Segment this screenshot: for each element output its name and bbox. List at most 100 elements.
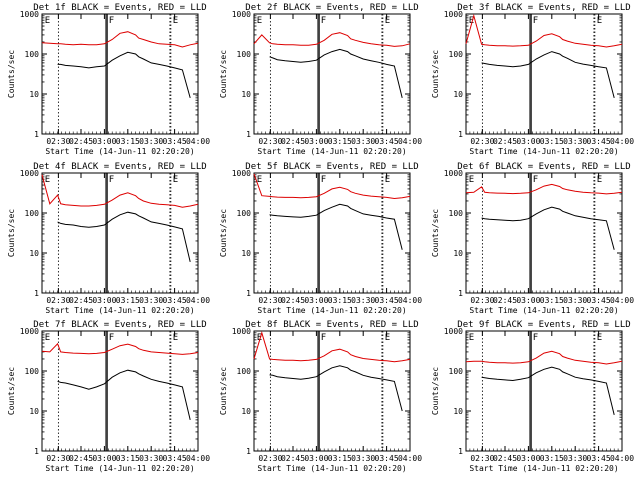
y-tick-label: 100 [237,367,252,376]
x-tick-label: 03:45 [163,296,187,305]
y-tick-label: 100 [25,367,40,376]
y-tick-label: 1 [34,130,39,139]
x-tick-label: 02:45 [281,137,305,146]
flag-label-e: E [597,175,602,185]
x-tick-label: 03:45 [375,137,399,146]
events-series-line [269,48,403,99]
flag-label-e: E [597,16,602,26]
events-series-line [269,203,403,250]
y-tick-label: 10 [453,407,463,416]
y-tick-label: 1000 [20,327,39,336]
x-axis-label: Start Time (14-Jun-11 02:20:20) [257,306,406,315]
flag-label-e: E [469,16,474,26]
lld-series-line [41,174,199,208]
x-tick-label: 03:15 [540,296,564,305]
y-axis-label: Counts/sec [7,209,16,257]
y-tick-label: 10 [29,249,39,258]
x-tick-label: 02:30 [258,454,282,463]
x-tick-label: 02:45 [281,454,305,463]
events-series-line [57,211,191,263]
x-tick-label: 02:45 [493,454,517,463]
x-tick-label: 04:00 [398,137,422,146]
x-tick-label: 03:00 [304,454,328,463]
y-tick-label: 1000 [444,327,463,336]
flag-label-f: F [321,175,326,185]
x-tick-label: 03:00 [304,296,328,305]
lld-series-line [253,173,411,200]
x-tick-label: 03:15 [540,454,564,463]
x-axis-label: Start Time (14-Jun-11 02:20:20) [469,147,618,156]
panel-title: Det 3f BLACK = Events, RED = LLD [457,3,630,13]
x-tick-label: 03:00 [516,137,540,146]
flag-label-f: F [321,16,326,26]
flag-label-f: F [533,16,538,26]
y-tick-label: 10 [241,407,251,416]
lld-series-line [41,342,199,355]
y-tick-label: 1 [34,289,39,298]
x-tick-label: 03:45 [587,454,611,463]
flag-label-f: F [533,333,538,343]
x-axis-label: Start Time (14-Jun-11 02:20:20) [45,147,194,156]
x-axis-label: Start Time (14-Jun-11 02:20:20) [257,464,406,473]
flag-label-e: E [385,16,390,26]
x-tick-label: 03:30 [139,137,163,146]
lld-series-line [253,32,411,47]
y-axis-label: Counts/sec [7,367,16,415]
y-tick-label: 1 [458,447,463,456]
y-tick-label: 1 [34,447,39,456]
flag-label-e: E [173,333,178,343]
x-tick-label: 03:30 [563,137,587,146]
x-axis-label: Start Time (14-Jun-11 02:20:20) [45,464,194,473]
y-axis-label: Counts/sec [219,367,228,415]
lld-series-line [465,13,623,48]
panel-title: Det 2f BLACK = Events, RED = LLD [245,3,418,13]
x-tick-label: 04:00 [398,296,422,305]
x-tick-label: 03:15 [540,137,564,146]
y-tick-label: 10 [29,90,39,99]
x-tick-label: 03:45 [587,137,611,146]
x-tick-label: 02:45 [69,137,93,146]
flag-label-e: E [173,16,178,26]
flag-label-f: F [321,333,326,343]
x-tick-label: 02:30 [46,296,70,305]
events-series-line [481,366,615,416]
events-series-line [481,206,615,250]
x-tick-label: 02:45 [69,454,93,463]
x-tick-label: 03:30 [351,296,375,305]
panel-title: Det 8f BLACK = Events, RED = LLD [245,320,418,330]
x-tick-label: 03:30 [351,137,375,146]
x-tick-label: 02:45 [281,296,305,305]
y-tick-label: 1000 [232,10,251,19]
x-tick-label: 03:15 [328,296,352,305]
plot-frame [41,13,199,135]
x-tick-label: 03:00 [516,454,540,463]
y-axis-label: Counts/sec [431,367,440,415]
x-tick-label: 03:00 [304,137,328,146]
x-tick-label: 03:15 [116,454,140,463]
lld-series-line [253,331,411,363]
plot-frame [465,172,623,294]
x-tick-label: 03:00 [92,454,116,463]
panel-title: Det 5f BLACK = Events, RED = LLD [245,162,418,172]
x-tick-label: 04:00 [610,296,634,305]
x-tick-label: 03:00 [516,296,540,305]
x-tick-label: 04:00 [610,454,634,463]
x-axis-label: Start Time (14-Jun-11 02:20:20) [469,306,618,315]
y-tick-label: 1 [458,289,463,298]
x-tick-label: 03:15 [116,296,140,305]
flag-label-e: E [385,175,390,185]
detector-panel-3: Det 3f BLACK = Events, RED = LLD 1 10 100 10… [431,3,634,156]
x-tick-label: 02:30 [470,454,494,463]
x-tick-label: 02:30 [470,137,494,146]
flag-label-e: E [45,175,50,185]
events-series-line [269,365,403,412]
panel-title: Det 1f BLACK = Events, RED = LLD [33,3,206,13]
plot-frame [253,330,411,452]
plot-frame [465,330,623,452]
detector-panel-1: Det 1f BLACK = Events, RED = LLD 1 10 100 10… [7,3,210,156]
y-tick-label: 100 [25,50,40,59]
x-tick-label: 02:30 [258,296,282,305]
x-tick-label: 04:00 [610,137,634,146]
y-tick-label: 1000 [444,10,463,19]
